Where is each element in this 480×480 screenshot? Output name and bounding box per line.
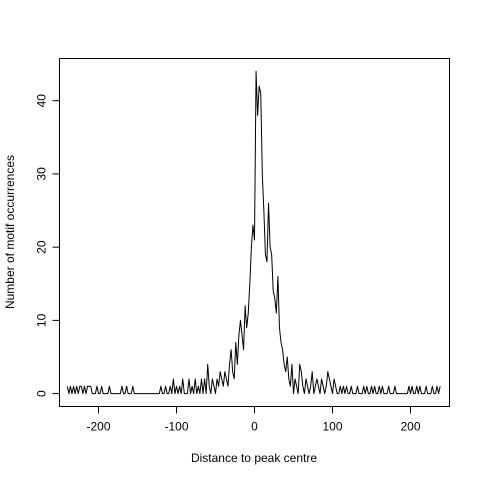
- x-axis: -200 -100 0 100 200: [86, 406, 421, 434]
- y-axis-label: Number of motif occurrences: [3, 155, 17, 309]
- series-line-0: [66, 70, 441, 395]
- x-tick-label: 200: [400, 420, 420, 434]
- series-layer: [66, 70, 441, 395]
- x-tick-label: 0: [251, 420, 258, 434]
- y-tick-label: 20: [35, 240, 49, 254]
- y-tick-label: 10: [35, 313, 49, 327]
- x-tick-label: 100: [322, 420, 342, 434]
- y-tick-label: 0: [35, 390, 49, 397]
- y-tick-label: 40: [35, 94, 49, 108]
- x-tick-label: -100: [164, 420, 188, 434]
- x-axis-label: Distance to peak centre: [191, 451, 317, 465]
- y-tick-label: 30: [35, 167, 49, 181]
- y-axis: 0 10 20 30 40: [35, 94, 60, 397]
- x-tick-label: -200: [86, 420, 110, 434]
